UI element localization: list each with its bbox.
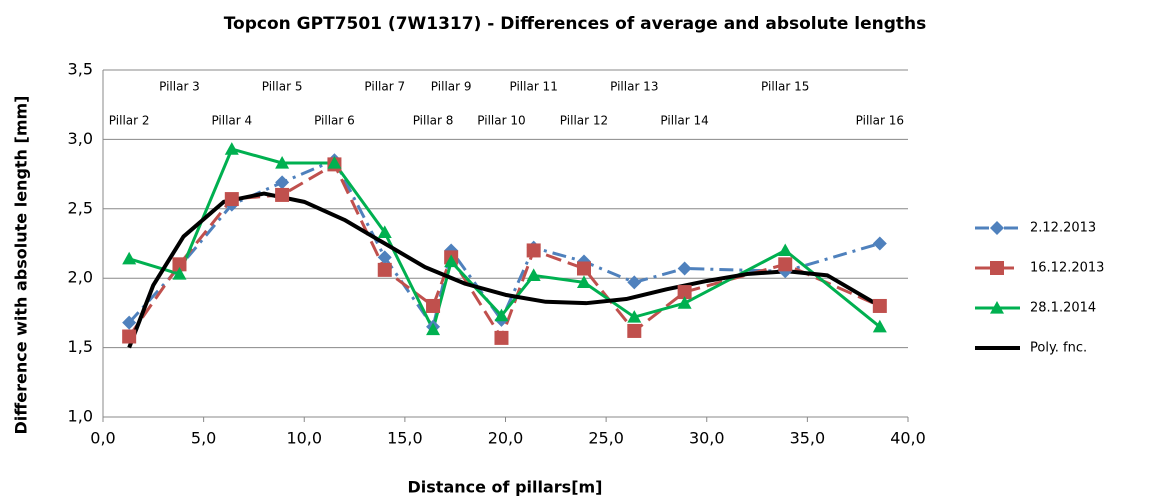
- y-tick-label: 2,0: [68, 268, 93, 287]
- pillar-label: Pillar 13: [610, 80, 658, 94]
- marker: [627, 323, 642, 338]
- series-line: [128, 158, 881, 329]
- marker: [677, 261, 692, 276]
- x-tick-label: 30,0: [689, 429, 725, 448]
- marker: [872, 236, 887, 251]
- x-tick-label: 20,0: [488, 429, 524, 448]
- marker: [327, 155, 342, 169]
- x-tick-label: 10,0: [286, 429, 322, 448]
- chart-title: Topcon GPT7501 (7W1317) - Differences of…: [224, 14, 927, 34]
- pillar-label: Pillar 12: [560, 114, 608, 128]
- x-axis-label: Distance of pillars[m]: [408, 478, 603, 497]
- legend-marker: [990, 301, 1004, 314]
- marker: [526, 243, 541, 258]
- pillar-label: Pillar 2: [109, 114, 150, 128]
- marker: [677, 285, 692, 300]
- x-tick-label: 15,0: [387, 429, 423, 448]
- marker: [426, 322, 441, 336]
- pillar-label: Pillar 16: [856, 114, 904, 128]
- series-line: [127, 191, 881, 349]
- x-tick-label: 40,0: [890, 429, 926, 448]
- y-axis-label: Difference with absolute length [mm]: [12, 96, 31, 435]
- x-tick-label: 5,0: [191, 429, 216, 448]
- marker: [778, 243, 793, 257]
- marker: [122, 329, 137, 344]
- series-line: [128, 147, 881, 332]
- x-tick-label: 35,0: [790, 429, 826, 448]
- pillar-label: Pillar 8: [413, 114, 454, 128]
- marker: [172, 267, 187, 280]
- legend-label: Poly. fnc.: [1030, 341, 1087, 356]
- legend-marker: [990, 261, 1004, 275]
- legend-label: 28.1.2014: [1030, 301, 1096, 316]
- legend-label: 16.12.2013: [1030, 261, 1104, 276]
- pillar-label: Pillar 9: [431, 80, 472, 94]
- y-tick-label: 1,5: [68, 337, 93, 356]
- pillar-label: Pillar 10: [477, 114, 525, 128]
- marker: [426, 298, 441, 313]
- marker: [377, 262, 392, 277]
- pillar-label: Pillar 6: [314, 114, 355, 128]
- y-tick-label: 3,0: [68, 129, 93, 148]
- marker: [576, 275, 591, 288]
- pillar-label: Pillar 3: [159, 80, 200, 94]
- y-tick-label: 2,5: [68, 198, 93, 217]
- pillar-label: Pillar 11: [509, 80, 557, 94]
- marker: [778, 257, 793, 272]
- marker: [122, 251, 137, 265]
- marker: [224, 142, 239, 155]
- marker: [872, 319, 887, 333]
- marker: [526, 268, 541, 282]
- y-tick-label: 3,5: [68, 60, 93, 79]
- marker: [275, 155, 290, 169]
- marker: [172, 257, 187, 272]
- marker: [224, 192, 239, 207]
- legend-label: 2.12.2013: [1030, 221, 1096, 236]
- marker: [494, 330, 509, 345]
- marker: [444, 254, 459, 268]
- x-tick-label: 0,0: [90, 429, 115, 448]
- marker: [576, 261, 591, 276]
- marker: [627, 275, 642, 290]
- x-tick-label: 25,0: [588, 429, 624, 448]
- marker: [122, 315, 137, 330]
- marker: [377, 225, 392, 238]
- marker: [275, 187, 290, 202]
- pillar-label: Pillar 5: [262, 80, 303, 94]
- marker: [872, 298, 887, 313]
- marker: [275, 175, 290, 190]
- marker: [677, 296, 692, 309]
- pillar-label: Pillar 15: [761, 80, 809, 94]
- legend-marker: [990, 221, 1004, 235]
- marker: [377, 250, 392, 265]
- y-tick-label: 1,0: [68, 407, 93, 426]
- pillar-label: Pillar 4: [211, 114, 252, 128]
- pillar-label: Pillar 14: [660, 114, 708, 128]
- marker: [494, 308, 509, 322]
- marker: [627, 310, 642, 323]
- pillar-label: Pillar 7: [364, 80, 405, 94]
